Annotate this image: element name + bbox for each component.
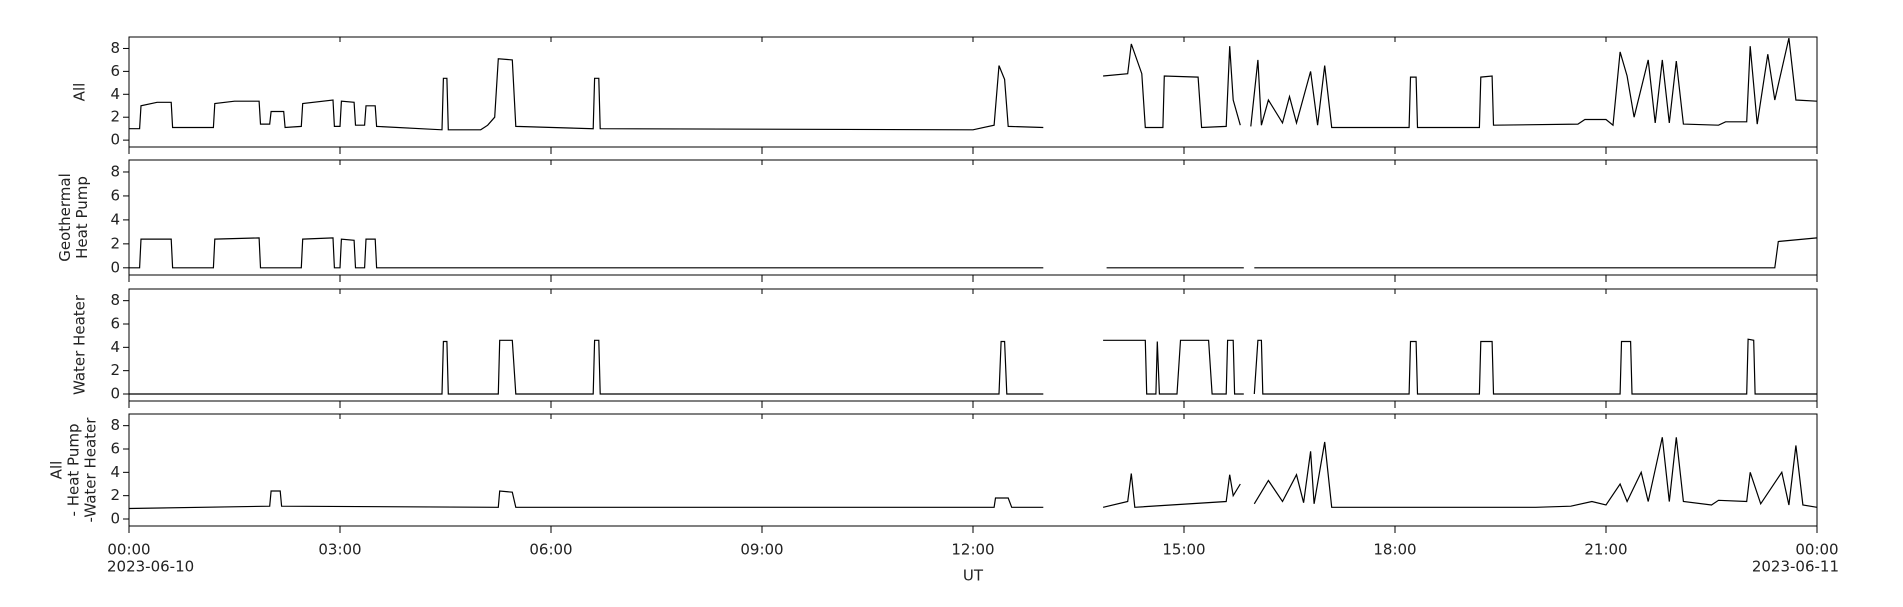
x-tick-label: 18:00 xyxy=(1373,541,1416,559)
y-axis-label: Heat Pump xyxy=(73,176,91,259)
y-axis-label: Water Heater xyxy=(71,294,89,395)
y-tick-label: 6 xyxy=(110,62,120,80)
data-line xyxy=(129,37,1818,131)
y-tick-label: 4 xyxy=(110,463,120,481)
panel-frame xyxy=(128,159,1818,276)
panel-frame xyxy=(128,413,1818,527)
y-axis-label: Geothermal xyxy=(56,173,74,262)
y-tick-label: 2 xyxy=(110,486,120,504)
y-tick-label: 2 xyxy=(110,108,120,126)
y-tick-label: 6 xyxy=(110,186,120,204)
x-date-label: 2023-06-10 xyxy=(107,558,194,576)
y-tick-label: 4 xyxy=(110,210,120,228)
y-tick-label: 8 xyxy=(110,162,120,180)
y-tick-label: 0 xyxy=(110,258,120,276)
x-tick-label: 21:00 xyxy=(1584,541,1627,559)
y-tick-label: 8 xyxy=(110,416,120,434)
y-tick-label: 6 xyxy=(110,440,120,458)
y-axis-label: All xyxy=(48,461,66,480)
y-tick-label: 4 xyxy=(110,85,120,103)
x-axis-label: UT xyxy=(963,567,984,585)
y-tick-label: 2 xyxy=(110,234,120,252)
y-tick-label: 8 xyxy=(110,39,120,57)
data-line xyxy=(129,237,1818,269)
panel-frame xyxy=(128,36,1818,148)
data-line xyxy=(128,437,1818,510)
x-tick-label: 12:00 xyxy=(951,541,994,559)
y-tick-label: 0 xyxy=(110,385,120,403)
x-date-label: 2023-06-11 xyxy=(1752,558,1839,576)
x-tick-label: 06:00 xyxy=(529,541,572,559)
x-tick-label: 15:00 xyxy=(1162,541,1205,559)
y-tick-label: 6 xyxy=(110,315,120,333)
x-tick-label: 09:00 xyxy=(740,541,783,559)
panel-frame xyxy=(128,288,1818,402)
data-line xyxy=(129,338,1817,395)
y-tick-label: 2 xyxy=(110,361,120,379)
y-tick-label: 4 xyxy=(110,338,120,356)
x-tick-label: 00:00 xyxy=(107,541,150,559)
y-tick-label: 0 xyxy=(110,131,120,149)
y-axis-label: -Water Heater xyxy=(82,417,100,523)
x-tick-label: 00:00 xyxy=(1795,541,1838,559)
y-axis-label: All xyxy=(71,83,89,102)
y-tick-label: 8 xyxy=(110,291,120,309)
y-tick-label: 0 xyxy=(110,510,120,528)
y-axis-label: - Heat Pump xyxy=(65,424,83,517)
x-tick-label: 03:00 xyxy=(318,541,361,559)
